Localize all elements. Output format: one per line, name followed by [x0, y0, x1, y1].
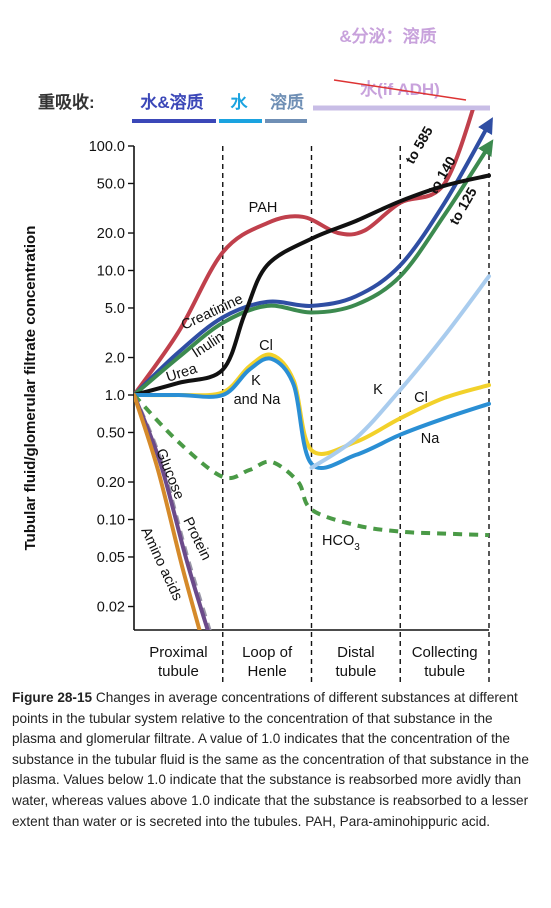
label-k-loop: K	[251, 373, 261, 389]
y-tick-label: 0.05	[97, 550, 125, 566]
reabsorb-water-solute: 水&溶质	[140, 92, 203, 112]
reabsorb-solute: 溶质	[270, 92, 304, 112]
series-line-k	[309, 274, 491, 470]
label-k-collecting: K	[373, 382, 383, 398]
series-line-creatinine	[134, 139, 494, 397]
reabsorb-water: 水	[231, 92, 249, 112]
series-line-protein	[134, 393, 210, 630]
y-tick-label: 100.0	[89, 139, 125, 155]
label-cl: Cl	[259, 338, 273, 354]
segment-label: Proximal	[149, 644, 207, 661]
series-layer	[134, 110, 494, 630]
y-tick-label: 0.20	[97, 475, 125, 491]
series-line-pah	[134, 110, 475, 397]
series-line-inulin	[134, 117, 493, 397]
y-tick-label: 10.0	[97, 264, 125, 280]
axes: 100.0 50.0 20.0 10.0 5.0 2.0 1.0 0.50 0.20 0.10 0.…	[22, 139, 490, 683]
figure-caption: Figure 28-15 Changes in average concentr…	[12, 688, 540, 832]
y-tick-label: 0.10	[97, 513, 125, 529]
y-axis-label: Tubular fluid/glomerular filtrate concen…	[22, 226, 39, 551]
segment-label: Henle	[248, 663, 287, 680]
series-line-urea	[134, 173, 491, 397]
segment-label: Distal	[337, 644, 375, 661]
label-amino-acids: Amino acids	[137, 525, 185, 603]
label-hco3-subscript: 3	[354, 542, 360, 553]
label-hco3: HCO3	[322, 533, 360, 553]
y-tick-label: 0.02	[97, 600, 125, 616]
y-tick-label: 20.0	[97, 226, 125, 242]
figure-number: Figure 28-15	[12, 690, 93, 705]
segment-label: tubule	[424, 663, 465, 680]
secretion-annotation: &分泌：溶质	[339, 26, 436, 46]
y-tick-label: 50.0	[97, 176, 125, 192]
strike-through-line	[333, 79, 467, 101]
series-line-hco3	[134, 393, 490, 538]
label-na-loop: and Na	[234, 392, 282, 408]
segment-label: tubule	[335, 663, 376, 680]
caption-text: Changes in average concentrations of dif…	[12, 690, 529, 829]
y-tick-label: 0.50	[97, 425, 125, 441]
series-line-amino-acids	[134, 393, 202, 630]
segment-label: tubule	[158, 663, 199, 680]
label-pah: PAH	[249, 200, 278, 216]
y-tick-label: 1.0	[105, 388, 125, 404]
series-line-k-and-na	[134, 356, 491, 471]
y-tick-label: 2.0	[105, 351, 125, 367]
y-tick-label: 5.0	[105, 301, 125, 317]
segment-label: Loop of	[242, 644, 293, 661]
tubular-concentration-chart: &分泌：溶质 水(if ADH) 重吸收: 水&溶质 水 溶质 100.0 50.…	[22, 26, 494, 683]
label-cl-collecting: Cl	[414, 390, 428, 406]
segment-label: Collecting	[412, 644, 478, 661]
reabsorb-label: 重吸收:	[38, 92, 95, 112]
label-to-585: to 585	[402, 123, 436, 166]
label-na-collecting: Na	[421, 431, 440, 447]
water-adh-annotation: 水(if ADH)	[360, 79, 440, 99]
